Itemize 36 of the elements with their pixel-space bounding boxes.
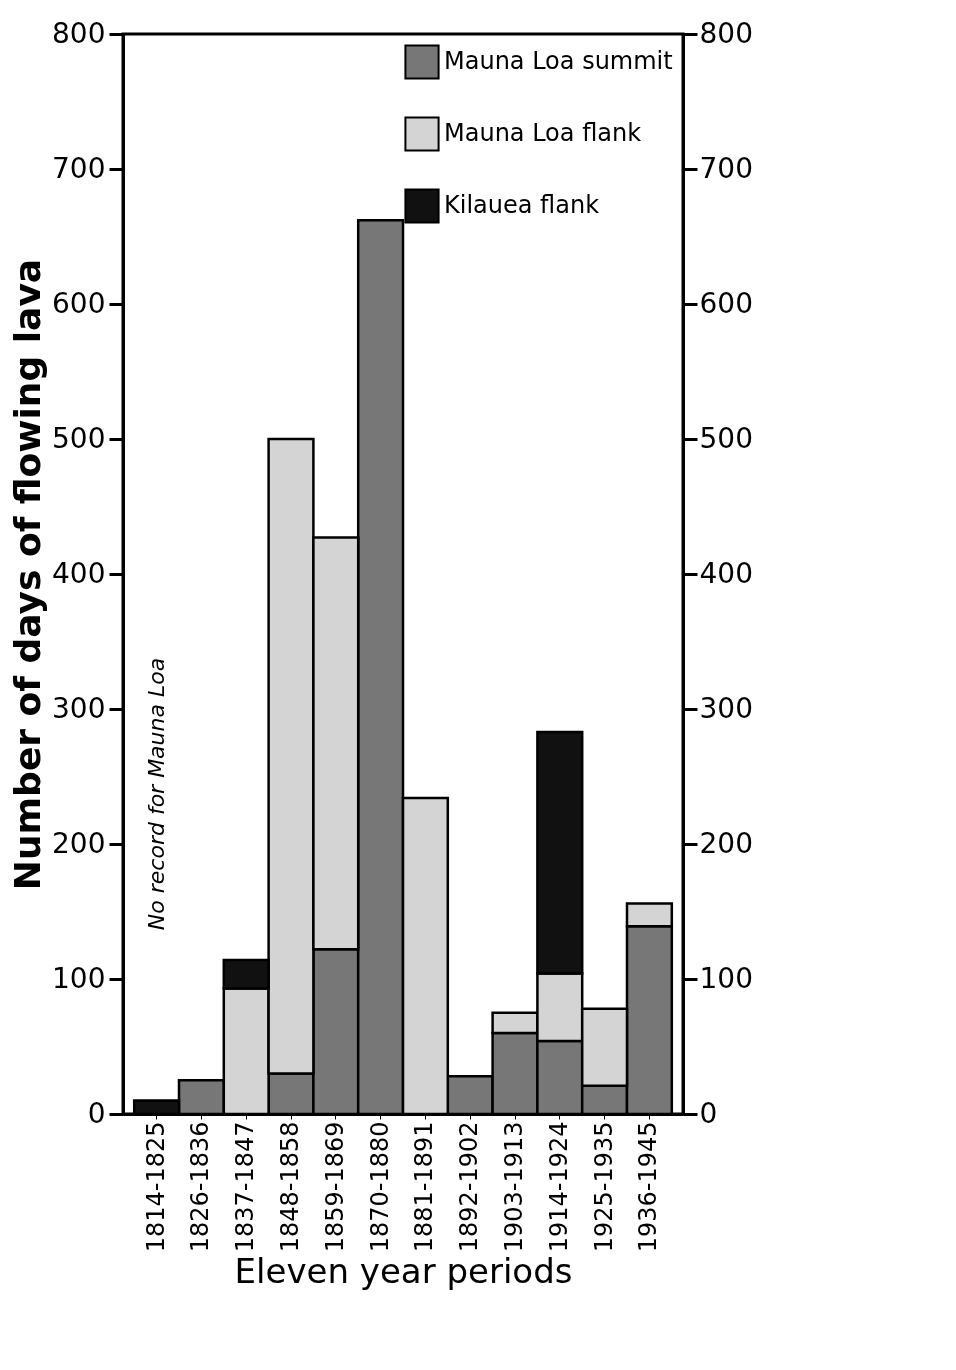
x-tick-label: 1870-1880 [365,1121,394,1253]
legend-label: Mauna Loa summit [444,47,673,75]
x-axis-title: Eleven year periods [234,1251,573,1292]
legend-label: Kilauea flank [444,191,600,219]
x-tick-label: 1914-1924 [544,1121,573,1253]
y2-tick-label: 700 [699,151,753,185]
x-tick-label: 1848-1858 [276,1121,304,1253]
y-tick-label: 500 [52,421,106,455]
y-axis-title: Number of days of flowing lava [7,258,49,891]
x-tick-label: 1837-1847 [231,1121,260,1253]
y2-tick-label: 200 [699,826,753,860]
y-tick-label: 600 [52,286,106,320]
x-tick-label: 1892-1902 [455,1121,484,1253]
y2-tick-label: 300 [699,691,753,725]
annotation: No record for Mauna Loa [143,657,169,931]
y-tick-label: 700 [52,151,106,185]
x-tick-label: 1826-1836 [186,1121,215,1253]
y2-tick-label: 500 [699,421,753,455]
y-tick-label: 300 [52,691,106,725]
y2-tick-label: 400 [699,556,753,590]
y-tick-label: 200 [52,826,106,860]
x-tick-label: 1814-1825 [141,1121,170,1253]
x-tick-label: 1903-1913 [500,1121,528,1253]
y2-tick-label: 100 [699,961,753,995]
x-tick-label: 1925-1935 [589,1121,618,1253]
y-tick-label: 100 [52,961,106,995]
y2-tick-label: 0 [699,1096,718,1130]
x-tick-label: 1859-1869 [320,1121,349,1253]
x-tick-label: 1881-1891 [410,1121,439,1253]
y-tick-label: 400 [52,556,106,590]
x-tick-label: 1936-1945 [634,1121,663,1253]
legend-label: Mauna Loa flank [444,119,642,147]
y2-tick-label: 800 [699,16,753,50]
y-tick-label: 800 [52,16,106,50]
y-tick-label: 0 [87,1096,106,1130]
y2-tick-label: 600 [699,286,753,320]
